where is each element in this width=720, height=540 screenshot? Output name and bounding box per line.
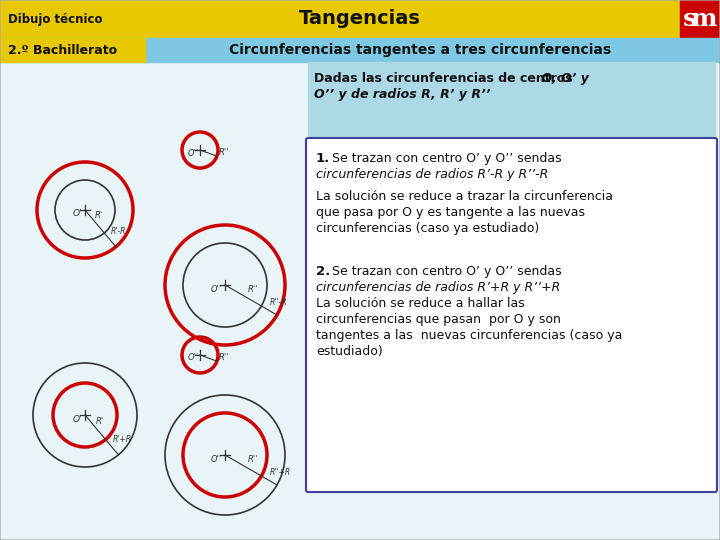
Text: circunferencias de radios R’+R y R’’+R: circunferencias de radios R’+R y R’’+R [316,281,560,294]
Text: O’’ y de radios R, R’ y R’’: O’’ y de radios R, R’ y R’’ [314,88,490,101]
Text: Dibujo técnico: Dibujo técnico [8,12,102,25]
Text: R': R' [95,417,104,426]
Text: R'': R'' [248,455,258,464]
Text: O'': O'' [188,148,199,158]
Text: tangentes a las  nuevas circunferencias (caso ya: tangentes a las nuevas circunferencias (… [316,329,622,342]
Text: Se trazan con centro O’ y O’’ sendas: Se trazan con centro O’ y O’’ sendas [328,152,562,165]
FancyBboxPatch shape [306,138,717,492]
Text: R'': R'' [219,147,229,157]
Text: R'': R'' [248,285,258,294]
Text: O': O' [73,415,83,423]
Text: O'': O'' [211,455,222,463]
Text: 2.º Bachillerato: 2.º Bachillerato [8,44,117,57]
Text: circunferencias (caso ya estudiado): circunferencias (caso ya estudiado) [316,222,539,235]
Text: La solución se reduce a trazar la circunferencia: La solución se reduce a trazar la circun… [316,190,613,203]
Text: que pasa por O y es tangente a las nuevas: que pasa por O y es tangente a las nueva… [316,206,585,219]
Text: 1.: 1. [316,152,330,165]
Text: s: s [683,7,697,31]
Text: R'': R'' [219,353,229,362]
Text: R''-R: R''-R [270,298,288,307]
Text: R'-R: R'-R [111,227,127,237]
Text: Dadas las circunferencias de centros: Dadas las circunferencias de centros [314,72,577,85]
Text: Tangencias: Tangencias [299,10,421,29]
Text: R'+R: R'+R [113,435,132,444]
Text: O': O' [73,210,83,219]
Text: R''+R: R''+R [270,468,292,477]
Text: Circunferencias tangentes a tres circunferencias: Circunferencias tangentes a tres circunf… [229,43,611,57]
Text: R': R' [94,211,103,220]
Text: O'': O'' [211,285,222,294]
Text: m: m [690,7,717,31]
Text: circunferencias de radios R’-R y R’’-R: circunferencias de radios R’-R y R’’-R [316,168,548,181]
Text: O, O’ y: O, O’ y [314,72,589,85]
Text: estudiado): estudiado) [316,345,383,358]
Text: Se trazan con centro O’ y O’’ sendas: Se trazan con centro O’ y O’’ sendas [328,265,562,278]
Text: La solución se reduce a hallar las: La solución se reduce a hallar las [316,297,525,310]
Text: circunferencias que pasan  por O y son: circunferencias que pasan por O y son [316,313,561,326]
Text: 2.: 2. [316,265,330,278]
Text: O'': O'' [188,354,199,362]
